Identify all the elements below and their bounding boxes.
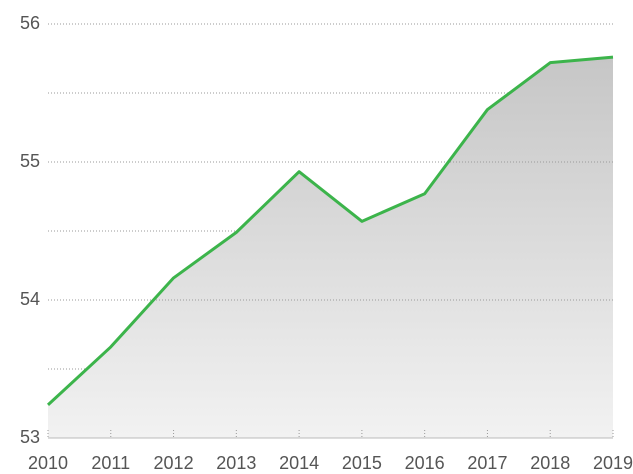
x-tick-label: 2015 [342, 453, 382, 473]
x-tick-label: 2017 [467, 453, 507, 473]
x-tick-label: 2013 [216, 453, 256, 473]
y-tick-label: 54 [20, 289, 40, 309]
x-tick-label: 2014 [279, 453, 319, 473]
y-tick-label: 56 [20, 13, 40, 33]
x-tick-label: 2019 [593, 453, 633, 473]
y-tick-label: 53 [20, 427, 40, 447]
y-tick-label: 55 [20, 151, 40, 171]
x-tick-label: 2012 [154, 453, 194, 473]
x-tick-label: 2018 [530, 453, 570, 473]
x-tick-label: 2010 [28, 453, 68, 473]
line [46, 55, 614, 406]
x-tick-label: 2011 [91, 453, 130, 473]
area [48, 57, 613, 439]
x-tick-label: 2016 [405, 453, 445, 473]
